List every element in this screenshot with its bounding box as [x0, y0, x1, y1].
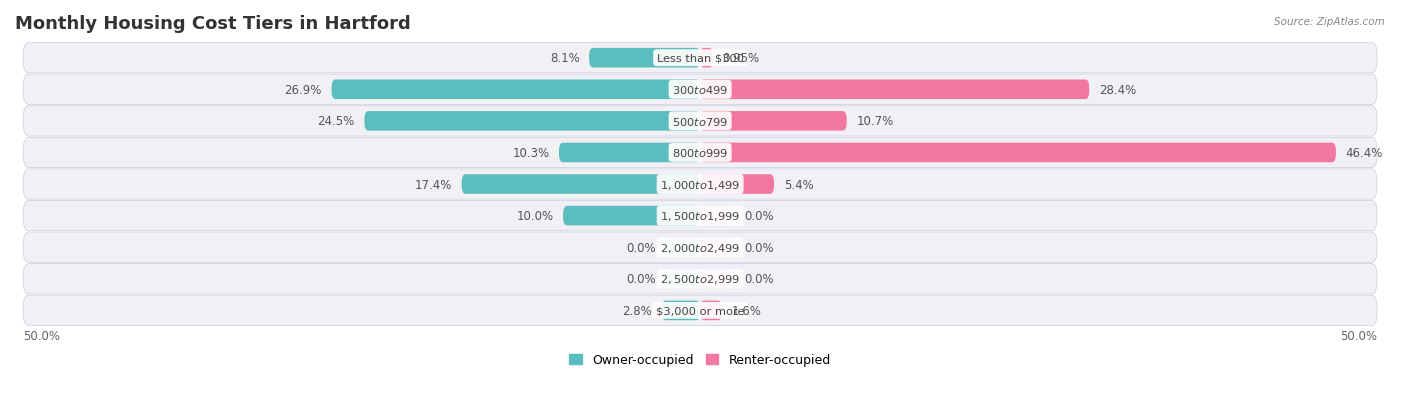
- FancyBboxPatch shape: [700, 206, 734, 226]
- Text: 28.4%: 28.4%: [1099, 83, 1136, 97]
- FancyBboxPatch shape: [24, 233, 1376, 263]
- Text: 17.4%: 17.4%: [415, 178, 453, 191]
- FancyBboxPatch shape: [364, 112, 700, 131]
- Text: $2,000 to $2,499: $2,000 to $2,499: [659, 241, 740, 254]
- Legend: Owner-occupied, Renter-occupied: Owner-occupied, Renter-occupied: [564, 348, 835, 371]
- Text: $300 to $499: $300 to $499: [672, 84, 728, 96]
- FancyBboxPatch shape: [700, 269, 734, 289]
- Text: 46.4%: 46.4%: [1346, 147, 1384, 159]
- Text: $1,000 to $1,499: $1,000 to $1,499: [659, 178, 740, 191]
- Text: 8.1%: 8.1%: [550, 52, 579, 65]
- FancyBboxPatch shape: [24, 295, 1376, 326]
- Text: $3,000 or more: $3,000 or more: [655, 306, 744, 316]
- Text: 10.3%: 10.3%: [512, 147, 550, 159]
- Text: 10.7%: 10.7%: [856, 115, 894, 128]
- FancyBboxPatch shape: [700, 49, 713, 68]
- FancyBboxPatch shape: [24, 201, 1376, 231]
- FancyBboxPatch shape: [24, 107, 1376, 137]
- Text: 26.9%: 26.9%: [284, 83, 322, 97]
- Text: $500 to $799: $500 to $799: [672, 116, 728, 128]
- Text: Less than $300: Less than $300: [657, 54, 744, 64]
- FancyBboxPatch shape: [589, 49, 700, 68]
- FancyBboxPatch shape: [666, 238, 700, 257]
- FancyBboxPatch shape: [700, 112, 846, 131]
- Text: 10.0%: 10.0%: [516, 210, 554, 223]
- Text: 0.0%: 0.0%: [744, 273, 773, 286]
- Text: 0.0%: 0.0%: [744, 210, 773, 223]
- Text: 24.5%: 24.5%: [318, 115, 354, 128]
- FancyBboxPatch shape: [24, 75, 1376, 105]
- Text: $2,500 to $2,999: $2,500 to $2,999: [659, 273, 740, 286]
- FancyBboxPatch shape: [24, 43, 1376, 74]
- Text: 5.4%: 5.4%: [783, 178, 814, 191]
- FancyBboxPatch shape: [461, 175, 700, 195]
- FancyBboxPatch shape: [700, 143, 1336, 163]
- Text: Source: ZipAtlas.com: Source: ZipAtlas.com: [1274, 17, 1385, 26]
- FancyBboxPatch shape: [700, 80, 1090, 100]
- FancyBboxPatch shape: [700, 238, 734, 257]
- FancyBboxPatch shape: [24, 169, 1376, 200]
- FancyBboxPatch shape: [562, 206, 700, 226]
- FancyBboxPatch shape: [700, 175, 775, 195]
- Text: 0.0%: 0.0%: [627, 273, 657, 286]
- Text: 1.6%: 1.6%: [731, 304, 762, 317]
- Text: 0.95%: 0.95%: [723, 52, 759, 65]
- FancyBboxPatch shape: [24, 138, 1376, 168]
- FancyBboxPatch shape: [666, 269, 700, 289]
- Text: 2.8%: 2.8%: [623, 304, 652, 317]
- FancyBboxPatch shape: [332, 80, 700, 100]
- Text: Monthly Housing Cost Tiers in Hartford: Monthly Housing Cost Tiers in Hartford: [15, 15, 411, 33]
- Text: $1,500 to $1,999: $1,500 to $1,999: [659, 210, 740, 223]
- FancyBboxPatch shape: [560, 143, 700, 163]
- FancyBboxPatch shape: [662, 301, 700, 320]
- Text: 0.0%: 0.0%: [627, 241, 657, 254]
- Text: 0.0%: 0.0%: [744, 241, 773, 254]
- Text: $800 to $999: $800 to $999: [672, 147, 728, 159]
- FancyBboxPatch shape: [24, 264, 1376, 294]
- Text: 50.0%: 50.0%: [24, 329, 60, 342]
- FancyBboxPatch shape: [700, 301, 723, 320]
- Text: 50.0%: 50.0%: [1340, 329, 1376, 342]
